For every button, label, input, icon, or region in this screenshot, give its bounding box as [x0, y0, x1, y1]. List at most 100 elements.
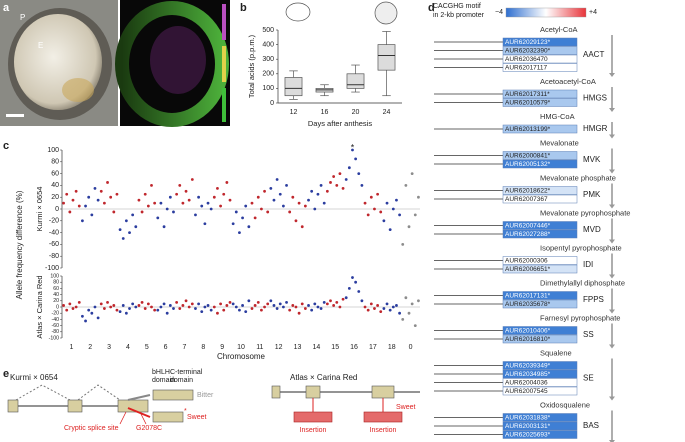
box: [346, 73, 365, 89]
point: [263, 305, 266, 309]
point: [93, 186, 97, 190]
insertion-label: Insertion: [300, 427, 327, 434]
gene-id: AUR62000306: [505, 258, 548, 265]
y-tick-label: 80: [53, 280, 59, 286]
point: [228, 300, 232, 304]
point: [65, 192, 69, 196]
gene-box: [502, 89, 578, 99]
point: [297, 201, 301, 205]
scale-label: +4: [589, 9, 597, 16]
point: [253, 216, 257, 220]
point: [187, 305, 191, 309]
y-tick-label: 60: [51, 170, 59, 177]
arrow-head: [609, 309, 615, 314]
phenotype: Bitter: [197, 392, 214, 399]
point: [385, 302, 389, 306]
point: [376, 192, 380, 196]
gene-box: [502, 430, 578, 439]
gene-box: [502, 291, 578, 300]
gene-id: AUR62031838*: [505, 415, 551, 422]
enzyme: AACT: [583, 50, 604, 59]
gene-box: [502, 299, 578, 309]
point: [194, 307, 197, 310]
point: [275, 178, 279, 181]
metabolite: Isopentyl pyrophosphate: [540, 243, 622, 252]
point: [256, 300, 260, 304]
point: [124, 219, 128, 223]
point: [244, 310, 248, 314]
metabolite: Acetyl-CoA: [540, 25, 578, 34]
x-tick-label: 12: [290, 109, 298, 116]
arrow-head: [609, 344, 615, 349]
gene-box: [502, 194, 578, 204]
point: [288, 210, 292, 214]
enzyme: SS: [583, 330, 594, 339]
point: [269, 299, 273, 303]
point: [140, 300, 144, 304]
arrow: [127, 394, 151, 401]
gene-id: AUR62010406*: [505, 328, 551, 335]
cross-title: Atlas × Carina Red: [35, 275, 44, 338]
point: [335, 300, 339, 304]
point: [238, 308, 241, 312]
chromosome-label: 17: [369, 344, 377, 351]
point: [360, 184, 364, 187]
chromosome-label: 0: [409, 344, 413, 351]
point: [140, 210, 144, 214]
insertion: [363, 411, 403, 423]
point: [228, 198, 232, 202]
chromosome-label: 14: [312, 344, 320, 351]
point: [109, 305, 113, 309]
y-tick-label: 0: [270, 100, 274, 107]
gene-box: [502, 98, 578, 107]
point: [203, 222, 207, 226]
point: [77, 204, 81, 208]
gene-id: AUR62004036: [505, 380, 548, 387]
point: [190, 178, 194, 181]
point: [398, 213, 401, 217]
point: [263, 189, 266, 193]
point: [109, 195, 113, 199]
gene-box: [502, 369, 578, 379]
chromosome-label: 16: [350, 344, 358, 351]
point: [332, 175, 336, 178]
gene-id: AUR62029123*: [505, 39, 551, 46]
point: [407, 225, 411, 229]
point: [222, 192, 226, 196]
point: [212, 305, 216, 309]
point: [413, 324, 417, 327]
point: [253, 304, 257, 307]
point: [417, 195, 420, 199]
gene-id: AUR62007446*: [505, 223, 551, 230]
point: [212, 195, 216, 199]
point: [197, 302, 201, 306]
point: [291, 195, 295, 199]
point: [121, 237, 125, 240]
gene-id: AUR62025693*: [505, 432, 551, 439]
point: [181, 201, 185, 205]
y-tick-label: -20: [52, 311, 60, 317]
point: [102, 201, 106, 205]
point: [344, 178, 348, 181]
gene-box: [502, 221, 578, 230]
point: [297, 311, 301, 315]
point: [401, 243, 405, 246]
point: [241, 216, 244, 220]
exon: [305, 385, 321, 399]
box: [284, 77, 303, 97]
point: [410, 302, 414, 306]
point: [118, 228, 122, 232]
enzyme: MVK: [583, 155, 601, 164]
point: [74, 189, 78, 193]
point: [184, 189, 188, 193]
point: [347, 166, 351, 170]
point: [143, 307, 147, 310]
gene-box: [502, 386, 578, 396]
point: [272, 198, 276, 202]
point: [203, 305, 207, 309]
gene-box: [502, 186, 578, 195]
point: [335, 184, 339, 187]
cross-title: Kurmi × 0654: [35, 187, 44, 232]
arrow-head: [609, 396, 615, 401]
y-tick-label: -60: [52, 323, 60, 329]
